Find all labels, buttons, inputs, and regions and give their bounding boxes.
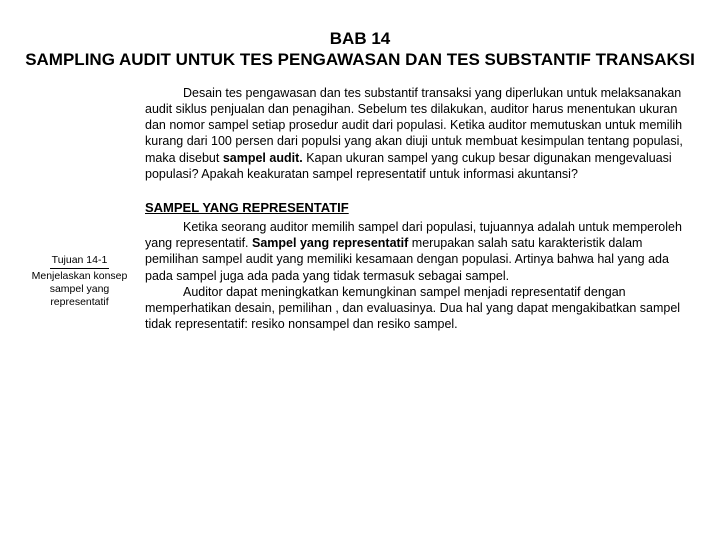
intro-bold: sampel audit.: [223, 151, 303, 165]
section2-row: Tujuan 14-1 Menjelaskan konsep sampel ya…: [22, 200, 698, 333]
objective-code: Tujuan 14-1: [50, 254, 110, 269]
title-line2: SAMPLING AUDIT UNTUK TES PENGAWASAN DAN …: [22, 49, 698, 70]
intro-row: Desain tes pengawasan dan tes substantif…: [22, 85, 698, 195]
section2-text: SAMPEL YANG REPRESENTATIF Ketika seorang…: [145, 200, 698, 333]
sidebar-column: Tujuan 14-1 Menjelaskan konsep sampel ya…: [22, 200, 145, 310]
page: BAB 14 SAMPLING AUDIT UNTUK TES PENGAWAS…: [0, 0, 720, 353]
intro-paragraph: Desain tes pengawasan dan tes substantif…: [145, 85, 698, 183]
s2-p1-bold: Sampel yang representatif: [252, 236, 408, 250]
chapter-title: BAB 14 SAMPLING AUDIT UNTUK TES PENGAWAS…: [22, 28, 698, 71]
objective-desc: Menjelaskan konsep sampel yang represent…: [32, 270, 128, 308]
section2-heading: SAMPEL YANG REPRESENTATIF: [145, 200, 698, 217]
section2-p1: Ketika seorang auditor memilih sampel da…: [145, 219, 698, 333]
s2-p2: Auditor dapat meningkatkan kemungkinan s…: [145, 285, 680, 332]
title-line1: BAB 14: [22, 28, 698, 49]
intro-text: Desain tes pengawasan dan tes substantif…: [145, 85, 698, 195]
objective-note: Tujuan 14-1 Menjelaskan konsep sampel ya…: [22, 254, 137, 310]
